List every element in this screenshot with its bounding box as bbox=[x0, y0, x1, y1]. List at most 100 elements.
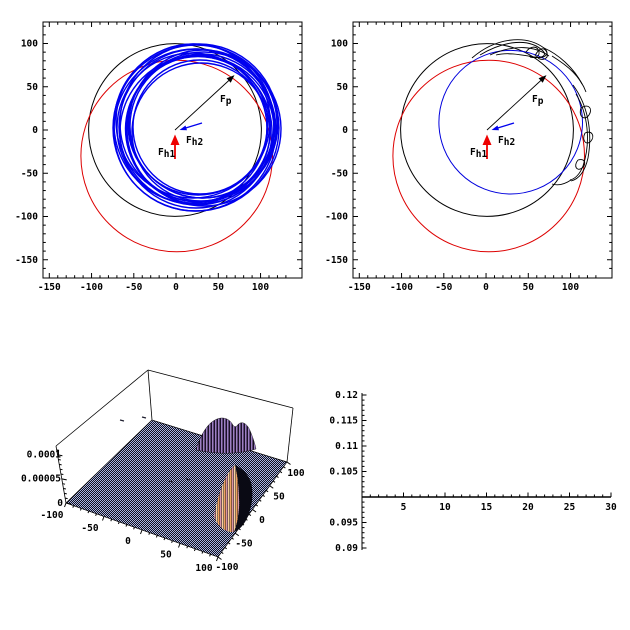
fh1-arrowhead bbox=[170, 134, 180, 145]
y-tick-label: 100 bbox=[287, 468, 304, 479]
y-tick-label: 0.115 bbox=[329, 416, 358, 427]
fh2-label: Fh2 bbox=[186, 135, 203, 148]
x-tick-label: 100 bbox=[562, 282, 579, 293]
fh2-arrowhead bbox=[491, 125, 499, 131]
y-tick-label: -100 bbox=[325, 212, 348, 223]
fh1-label: Fh1 bbox=[158, 147, 175, 160]
plot-surface-3d: 0 0.00005 0.0001 -100 -50 0 50 100 -100 … bbox=[21, 369, 305, 574]
y-tick-label: 0.105 bbox=[329, 467, 358, 478]
x-tick-labels: -150 -100 -50 0 50 100 bbox=[348, 282, 579, 293]
x-tick-label: 30 bbox=[605, 502, 617, 513]
z-tick-label: 0.00005 bbox=[21, 474, 61, 485]
y-tick-label: 0 bbox=[259, 515, 265, 526]
x-tick-label: 25 bbox=[564, 502, 576, 513]
x-tick-label: 20 bbox=[522, 502, 534, 513]
y-tick-label: 50 bbox=[337, 82, 349, 93]
x-tick-label: 50 bbox=[523, 282, 535, 293]
surface-specks bbox=[119, 416, 191, 483]
y-tick-labels: 100 50 0 -50 -100 -150 bbox=[325, 39, 348, 266]
x-ticks-bottom bbox=[48, 273, 287, 278]
x-tick-label: -150 bbox=[348, 282, 371, 293]
fh2-arrowhead bbox=[179, 125, 187, 131]
black-orbit-circle bbox=[400, 43, 574, 217]
x-tick-label: 50 bbox=[213, 282, 225, 293]
fh1-arrowhead bbox=[482, 134, 492, 145]
y-ticks-right bbox=[297, 25, 302, 269]
z-tick-labels: 0 0.00005 0.0001 bbox=[21, 450, 63, 510]
y-tick-label: 0.095 bbox=[329, 518, 358, 529]
x-tick-label: -100 bbox=[390, 282, 413, 293]
force-vector-fh1: Fh1 bbox=[470, 134, 492, 160]
x-ticks-top bbox=[358, 22, 597, 27]
y-tick-label: -150 bbox=[325, 255, 348, 266]
y-tick-label: -50 bbox=[235, 539, 252, 550]
x-axis-ticks bbox=[369, 492, 612, 497]
y-tick-label: 0.09 bbox=[335, 543, 358, 554]
x-tick-label: 5 bbox=[401, 502, 407, 513]
y-tick-label: 50 bbox=[273, 492, 285, 503]
y-ticks-left bbox=[353, 25, 358, 269]
force-vector-fp: Fp bbox=[486, 75, 547, 131]
plot-time-series: 5 10 15 20 25 30 0.09 0.095 0.105 0.11 0… bbox=[329, 390, 617, 554]
fh2-label: Fh2 bbox=[498, 135, 515, 148]
y-tick-label: -50 bbox=[331, 168, 348, 179]
x-tick-label: -100 bbox=[41, 510, 64, 521]
y-tick-labels: -100 -50 0 50 100 bbox=[216, 468, 305, 573]
x-tick-label: -50 bbox=[125, 282, 142, 293]
y-tick-label: 50 bbox=[27, 82, 39, 93]
x-axis-ticks bbox=[64, 502, 219, 562]
fp-label: Fp bbox=[532, 94, 544, 107]
x-tick-label: -50 bbox=[435, 282, 452, 293]
y-tick-label: -50 bbox=[21, 168, 38, 179]
y-ticks-left bbox=[43, 25, 48, 269]
blue-orbit-circle bbox=[438, 49, 583, 195]
front-peak-orange-flank bbox=[214, 465, 240, 532]
z-tick-label: 0.0001 bbox=[27, 450, 62, 461]
y-tick-label: 0.12 bbox=[335, 390, 358, 401]
y-tick-label: 0 bbox=[32, 125, 38, 136]
black-orbit-circle bbox=[88, 43, 262, 217]
x-tick-label: 0 bbox=[173, 282, 179, 293]
back-peak-purple bbox=[195, 417, 257, 454]
y-ticks-right bbox=[607, 25, 612, 269]
plot-orbit-right: -150 -100 -50 0 50 100 100 50 0 -50 -100… bbox=[325, 21, 613, 293]
x-ticks-bottom bbox=[358, 273, 597, 278]
x-tick-labels: 5 10 15 20 25 30 bbox=[401, 502, 617, 513]
force-vector-fh2: Fh2 bbox=[491, 122, 515, 148]
y-axis-ticks bbox=[217, 461, 291, 560]
y-tick-label: -100 bbox=[15, 212, 38, 223]
y-tick-label: -150 bbox=[15, 255, 38, 266]
y-tick-label: 0 bbox=[342, 125, 348, 136]
blue-orbit-band bbox=[112, 43, 282, 212]
x-tick-label: 100 bbox=[252, 282, 269, 293]
front-peak-shadow-flank bbox=[234, 465, 253, 532]
y-tick-label: -100 bbox=[216, 562, 239, 573]
x-tick-label: -150 bbox=[38, 282, 61, 293]
x-tick-label: 0 bbox=[483, 282, 489, 293]
x-tick-label: -100 bbox=[80, 282, 103, 293]
x-tick-label: 0 bbox=[125, 536, 131, 547]
plot-frame bbox=[42, 21, 303, 279]
y-tick-label: 0.11 bbox=[335, 441, 358, 452]
y-tick-label: 100 bbox=[331, 39, 348, 50]
y-axis-ticks bbox=[362, 394, 367, 549]
red-orbit-circle bbox=[80, 59, 273, 253]
force-vector-fh1: Fh1 bbox=[158, 134, 180, 160]
red-orbit-circle bbox=[392, 59, 585, 253]
plot-orbit-left: -150 -100 -50 0 50 100 100 50 0 -50 -100… bbox=[15, 21, 303, 293]
x-tick-labels: -100 -50 0 50 100 bbox=[41, 510, 213, 574]
x-tick-label: 15 bbox=[481, 502, 493, 513]
y-tick-label: 100 bbox=[21, 39, 38, 50]
fp-label: Fp bbox=[220, 94, 232, 107]
fp-arrowhead bbox=[226, 75, 235, 83]
x-tick-label: -50 bbox=[81, 523, 98, 534]
y-tick-labels: 0.09 0.095 0.105 0.11 0.115 0.12 bbox=[329, 390, 358, 554]
y-tick-labels: 100 50 0 -50 -100 -150 bbox=[15, 39, 38, 266]
force-vector-fp: Fp bbox=[174, 75, 235, 131]
x-tick-labels: -150 -100 -50 0 50 100 bbox=[38, 282, 269, 293]
plot-frame bbox=[352, 21, 613, 279]
x-tick-label: 50 bbox=[160, 550, 172, 561]
force-vector-fh2: Fh2 bbox=[179, 122, 203, 148]
fp-arrowhead bbox=[538, 75, 547, 83]
